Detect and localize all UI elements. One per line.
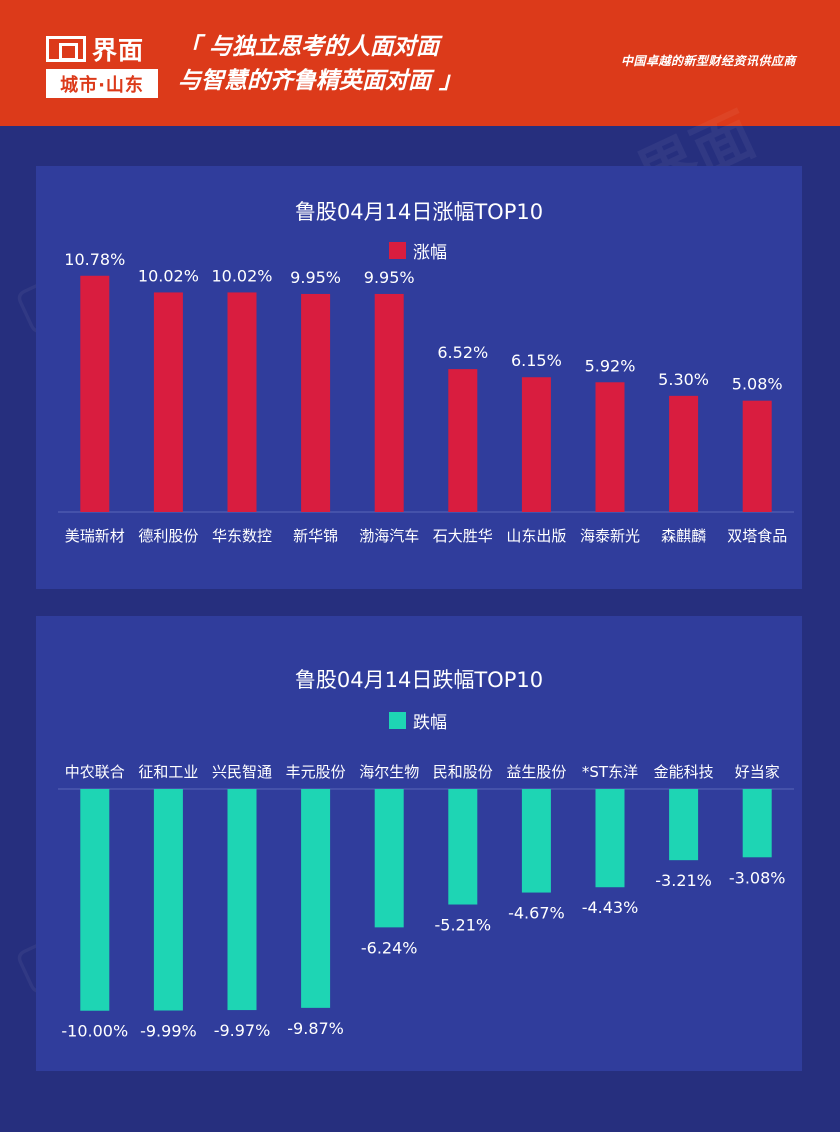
category-tick-label: 森麒麟 (661, 527, 706, 545)
tagline: 中国卓越的新型财经资讯供应商 (620, 54, 796, 68)
category-tick-label: 民和股份 (433, 763, 493, 781)
bar (301, 789, 331, 1008)
bar (80, 789, 110, 1011)
category-tick-label: 海泰新光 (580, 527, 640, 545)
category-tick-label: 华东数控 (212, 527, 272, 545)
category-tick-label: *ST东洋 (582, 763, 638, 781)
bar (301, 293, 331, 512)
data-label: -3.21% (655, 871, 712, 890)
data-label: -9.87% (287, 1019, 344, 1038)
category-tick-label: 丰元股份 (286, 763, 346, 781)
data-label: 10.78% (64, 250, 125, 269)
data-label: -3.08% (729, 868, 786, 887)
data-label: 9.95% (364, 268, 415, 287)
slogan: 「 与独立思考的人面对面 与智慧的齐鲁精英面对面 」 (178, 30, 462, 98)
bar (448, 369, 478, 512)
loss-bar-chart: -10.00% 中农联合 -9.99% 征和工业 -9.97% 兴民智通 -9.87% 丰元股… (58, 763, 794, 1041)
bar (521, 789, 551, 893)
brand-logo: 界面 城市·山东 (46, 32, 158, 98)
bar (153, 789, 183, 1011)
logo-name: 界面 (92, 36, 145, 65)
chart-title: 鲁股04月14日涨幅TOP10 (294, 200, 544, 224)
category-tick-label: 中农联合 (65, 763, 125, 781)
category-tick-label: 好当家 (735, 763, 780, 781)
bar (227, 789, 257, 1011)
bar (374, 293, 404, 512)
bar (227, 292, 257, 512)
data-label: -4.43% (582, 898, 639, 917)
gain-bar-chart: 10.78% 美瑞新材 10.02% 德利股份 10.02% 华东数控 9.95% 新华锦 9.… (58, 250, 794, 545)
bar (521, 377, 551, 512)
header-banner: 界面 城市·山东 「 与独立思考的人面对面 与智慧的齐鲁精英面对面 」 中国卓越… (0, 0, 840, 126)
category-tick-label: 渤海汽车 (359, 527, 419, 545)
data-label: -5.21% (434, 916, 491, 935)
legend-swatch (389, 712, 406, 729)
data-label: 10.02% (138, 266, 199, 285)
category-tick-label: 兴民智通 (212, 763, 272, 781)
category-tick-label: 益生股份 (506, 763, 566, 781)
data-label: 5.30% (658, 370, 709, 389)
data-label: 5.08% (732, 375, 783, 394)
data-label: -10.00% (61, 1022, 128, 1041)
bar (742, 400, 772, 512)
data-label: 6.15% (511, 351, 562, 370)
category-tick-label: 金能科技 (654, 763, 714, 781)
chart-title: 鲁股04月14日跌幅TOP10 (294, 668, 544, 692)
category-tick-label: 美瑞新材 (65, 527, 125, 545)
category-tick-label: 海尔生物 (359, 763, 419, 781)
data-label: 10.02% (211, 266, 272, 285)
data-label: 5.92% (585, 356, 636, 375)
category-tick-label: 新华锦 (293, 527, 338, 545)
category-tick-label: 石大胜华 (433, 527, 493, 545)
data-label: -4.67% (508, 904, 565, 923)
category-tick-label: 德利股份 (138, 527, 198, 545)
bar (448, 789, 478, 905)
legend-swatch (389, 242, 406, 259)
loss-chart-panel: 鲁股04月14日跌幅TOP10 跌幅 -10.00% 中农联合 -9.99% 征和工业… (36, 616, 802, 1071)
slogan-line-2: 与智慧的齐鲁精英面对面 」 (178, 68, 463, 94)
bar (595, 789, 625, 888)
bar (742, 789, 772, 858)
bar (153, 292, 183, 512)
category-tick-label: 双塔食品 (727, 527, 787, 545)
gain-chart-panel: 鲁股04月14日涨幅TOP10 涨幅 10.78% 美瑞新材 10.02% 德利股份 1… (36, 166, 802, 589)
logo-mark-icon (46, 36, 86, 62)
data-label: 6.52% (437, 343, 488, 362)
category-tick-label: 征和工业 (138, 763, 198, 781)
data-label: -9.99% (140, 1022, 197, 1041)
data-label: -9.97% (214, 1021, 271, 1040)
chart-legend: 涨幅 (389, 238, 447, 263)
bar (595, 382, 625, 512)
chart-legend: 跌幅 (389, 708, 447, 733)
bar (669, 395, 699, 512)
logo-city: 城市·山东 (46, 69, 158, 98)
data-label: -6.24% (361, 938, 418, 957)
slogan-line-1: 「 与独立思考的人面对面 (178, 34, 440, 60)
legend-label: 跌幅 (413, 713, 447, 733)
category-tick-label: 山东出版 (506, 527, 566, 545)
data-label: 9.95% (290, 268, 341, 287)
bar (374, 789, 404, 928)
bar (669, 789, 699, 861)
bar (80, 275, 110, 512)
legend-label: 涨幅 (413, 243, 447, 263)
